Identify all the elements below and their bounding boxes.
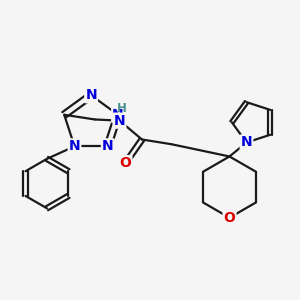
Text: O: O (119, 156, 131, 170)
Text: N: N (114, 114, 125, 128)
Text: H: H (117, 102, 127, 116)
Text: N: N (85, 88, 97, 102)
Text: N: N (69, 140, 80, 153)
Text: N: N (112, 108, 124, 122)
Text: N: N (102, 140, 113, 153)
Text: N: N (241, 136, 252, 149)
Text: O: O (224, 211, 236, 225)
